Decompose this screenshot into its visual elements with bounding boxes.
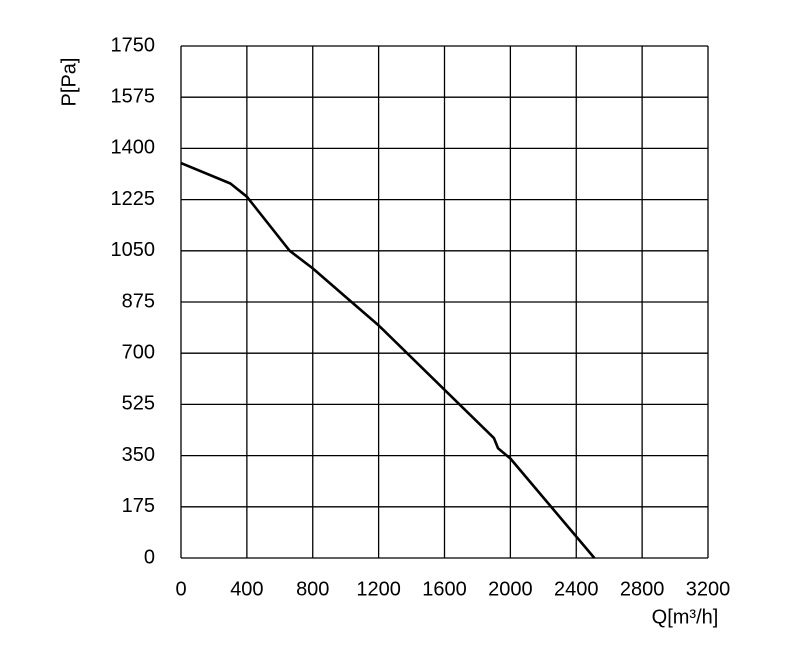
x-tick-label: 800 (296, 578, 329, 600)
x-tick-label: 2000 (488, 578, 533, 600)
y-tick-label: 175 (122, 495, 155, 517)
y-tick-label: 1400 (111, 137, 156, 159)
x-tick-label: 2800 (620, 578, 665, 600)
x-tick-label: 0 (175, 578, 186, 600)
x-tick-label: 1200 (356, 578, 401, 600)
y-tick-label: 1575 (111, 85, 156, 107)
y-tick-label: 1750 (111, 34, 156, 56)
y-tick-label: 875 (122, 290, 155, 312)
y-tick-label: 1225 (111, 188, 156, 210)
y-tick-label: 700 (122, 341, 155, 363)
x-tick-label: 400 (230, 578, 263, 600)
y-tick-label: 1050 (111, 239, 156, 261)
y-tick-label: 525 (122, 393, 155, 415)
x-axis-label: Q[m³/h] (652, 606, 719, 628)
y-axis-label: P[Pa] (58, 58, 80, 107)
y-tick-label: 0 (144, 546, 155, 568)
x-tick-label: 1600 (422, 578, 467, 600)
y-tick-label: 350 (122, 444, 155, 466)
x-tick-label: 2400 (554, 578, 599, 600)
x-tick-label: 3200 (686, 578, 731, 600)
data-line (180, 161, 596, 559)
